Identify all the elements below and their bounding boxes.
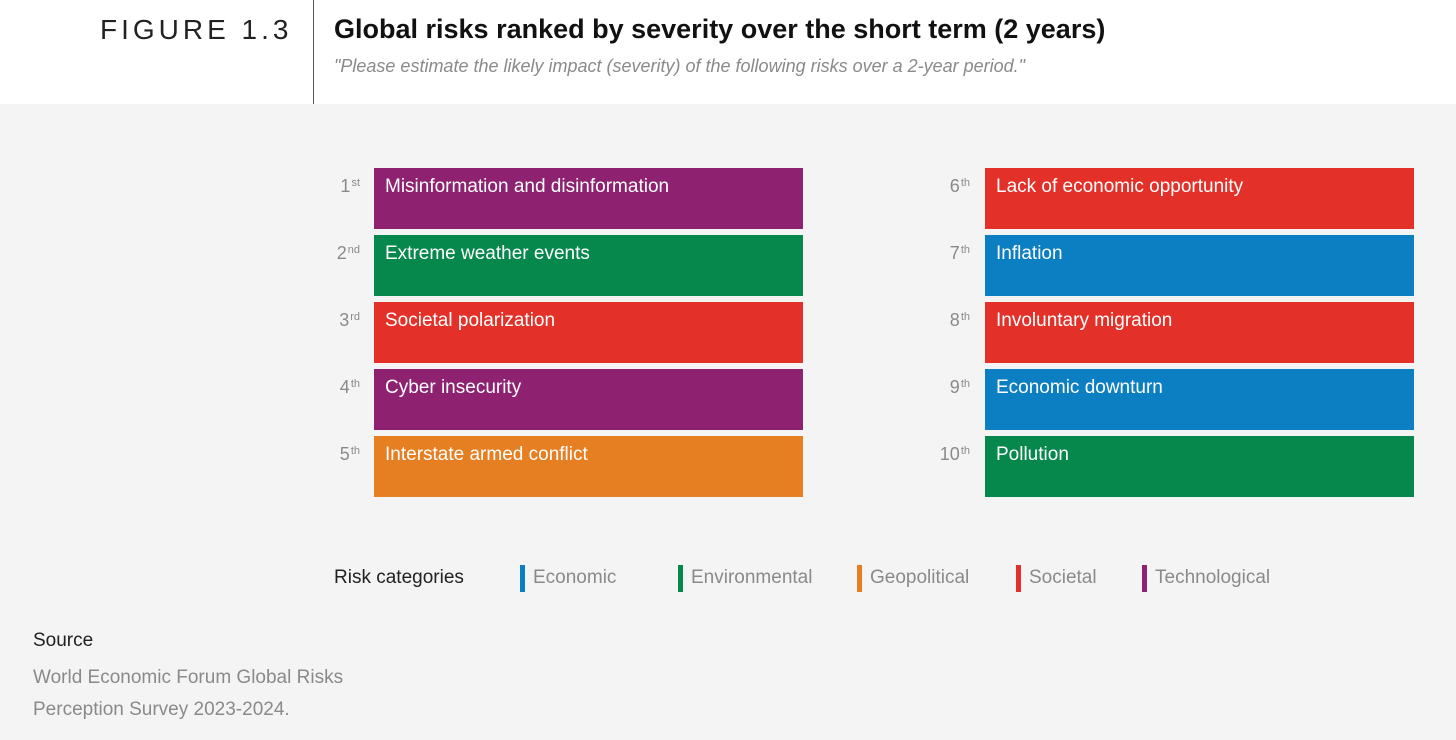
- rank-label: 10th: [924, 444, 970, 465]
- legend-title: Risk categories: [334, 567, 464, 588]
- legend-label: Technological: [1155, 567, 1271, 588]
- rank-number: 2: [336, 243, 347, 263]
- rank-label: 6th: [924, 176, 970, 197]
- chart-legend: Risk categories Economic Environmental Geo…: [334, 565, 1334, 593]
- risk-label: Economic downturn: [996, 377, 1163, 398]
- rank-suffix: th: [960, 244, 970, 256]
- risk-label: Extreme weather events: [385, 243, 590, 264]
- risk-label: Lack of economic opportunity: [996, 176, 1244, 197]
- rank-label: 3rd: [314, 310, 360, 331]
- legend-label: Societal: [1029, 567, 1097, 588]
- risk-bar: Pollution: [985, 436, 1414, 497]
- rank-label: 7th: [924, 243, 970, 264]
- legend-swatch: [1016, 565, 1021, 592]
- risk-bar: Misinformation and disinformation: [374, 168, 803, 229]
- rank-suffix: th: [350, 445, 360, 457]
- rank-suffix: th: [960, 445, 970, 457]
- rank-label: 2nd: [314, 243, 360, 264]
- chart-subtitle: "Please estimate the likely impact (seve…: [334, 56, 1026, 76]
- risk-label: Interstate armed conflict: [385, 444, 588, 465]
- risk-bar: Interstate armed conflict: [374, 436, 803, 497]
- rank-number: 4: [339, 377, 350, 397]
- rank-label: 4th: [314, 377, 360, 398]
- rank-suffix: st: [351, 177, 360, 189]
- chart-title: Global risks ranked by severity over the…: [334, 14, 1106, 44]
- legend-label: Environmental: [691, 567, 813, 588]
- rank-number: 7: [949, 243, 960, 263]
- risk-bar: Inflation: [985, 235, 1414, 296]
- legend-swatch: [1142, 565, 1147, 592]
- legend-label: Geopolitical: [870, 567, 970, 588]
- rank-label: 5th: [314, 444, 360, 465]
- rank-number: 3: [339, 310, 350, 330]
- risk-bar: Lack of economic opportunity: [985, 168, 1414, 229]
- rank-number: 5: [339, 444, 350, 464]
- risk-label: Inflation: [996, 243, 1063, 264]
- rank-number: 8: [949, 310, 960, 330]
- rank-suffix: th: [960, 311, 970, 323]
- risk-bar: Involuntary migration: [985, 302, 1414, 363]
- header-divider: [313, 0, 314, 104]
- figure-label: FIGURE 1.3: [100, 14, 293, 45]
- risk-label: Societal polarization: [385, 310, 556, 331]
- risk-label: Involuntary migration: [996, 310, 1173, 331]
- rank-label: 1st: [314, 176, 360, 197]
- rank-number: 9: [949, 377, 960, 397]
- risk-label: Cyber insecurity: [385, 377, 522, 398]
- rank-suffix: th: [350, 378, 360, 390]
- source-title: Source: [33, 630, 94, 651]
- risk-label: Pollution: [996, 444, 1069, 465]
- rank-label: 9th: [924, 377, 970, 398]
- legend-swatch: [520, 565, 525, 592]
- legend-swatch: [857, 565, 862, 592]
- risk-label: Misinformation and disinformation: [385, 176, 670, 197]
- rank-suffix: th: [960, 378, 970, 390]
- risk-bar: Societal polarization: [374, 302, 803, 363]
- rank-number: 1: [340, 176, 351, 196]
- risk-bar: Extreme weather events: [374, 235, 803, 296]
- risk-bar: Economic downturn: [985, 369, 1414, 430]
- figure-header: FIGURE 1.3 Global risks ranked by severi…: [0, 0, 1456, 104]
- legend-swatch: [678, 565, 683, 592]
- rank-suffix: rd: [350, 311, 360, 323]
- source-text: World Economic Forum Global Risks Percep…: [33, 667, 344, 720]
- rank-number: 6: [949, 176, 960, 196]
- rank-number: 10: [939, 444, 960, 464]
- rank-suffix: th: [960, 177, 970, 189]
- rank-suffix: nd: [347, 244, 360, 256]
- risk-bar: Cyber insecurity: [374, 369, 803, 430]
- legend-label: Economic: [533, 567, 617, 588]
- rank-label: 8th: [924, 310, 970, 331]
